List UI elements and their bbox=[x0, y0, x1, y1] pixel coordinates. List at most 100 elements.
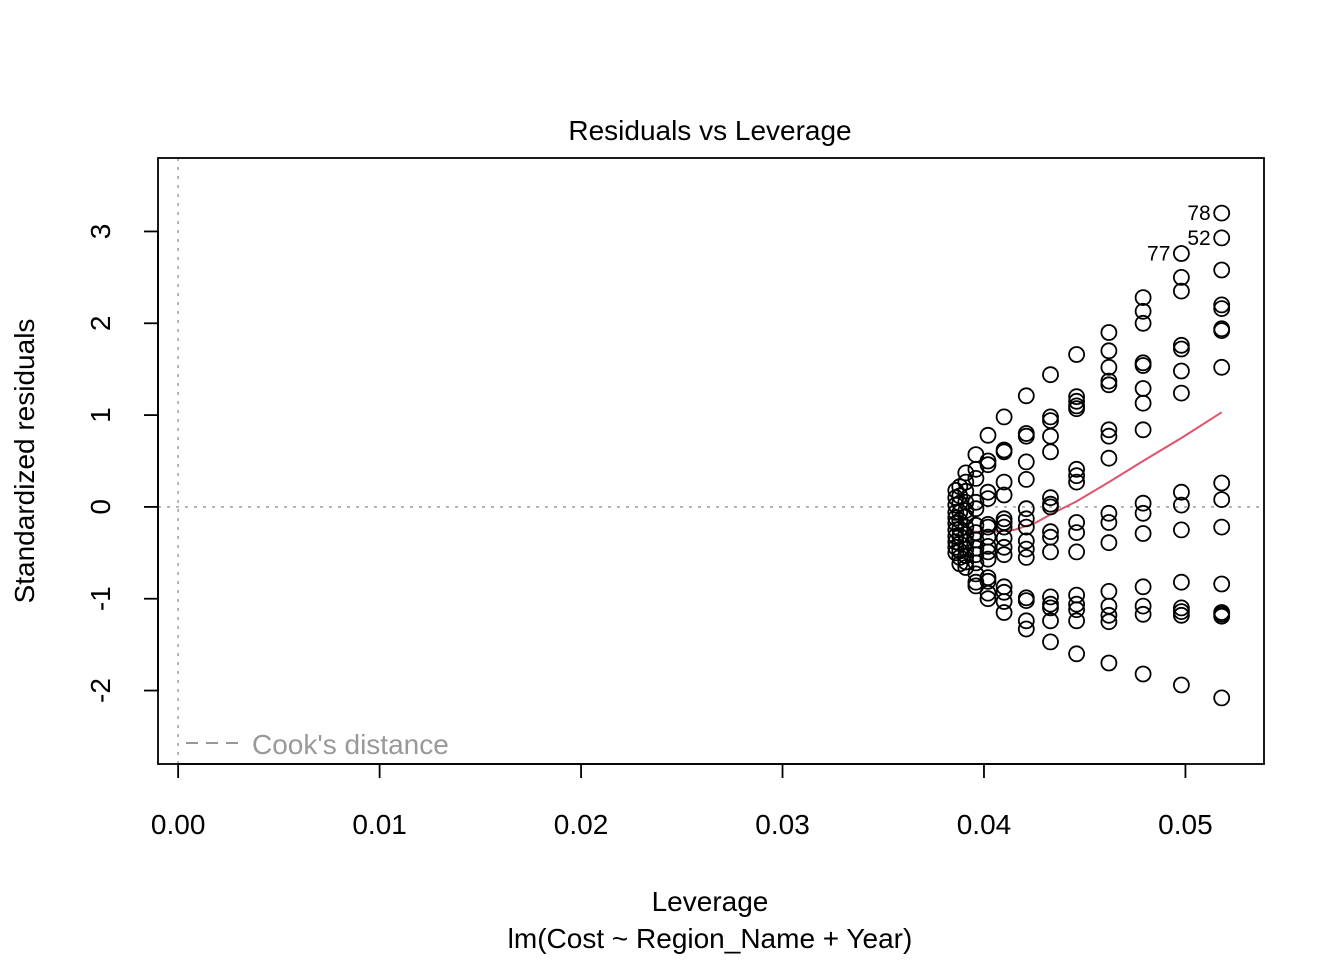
data-point bbox=[1213, 689, 1231, 707]
y-axis: -2 -1 0 1 2 3 bbox=[85, 224, 159, 703]
data-point bbox=[947, 527, 965, 545]
point-label-52: 52 bbox=[1187, 227, 1210, 250]
data-point bbox=[979, 550, 997, 568]
data-point bbox=[979, 456, 997, 474]
data-point bbox=[1017, 387, 1035, 405]
y-tick-label: -2 bbox=[85, 678, 116, 703]
x-axis-title: Leverage bbox=[652, 886, 769, 917]
data-point bbox=[1042, 543, 1059, 561]
data-point bbox=[1042, 523, 1059, 541]
data-point bbox=[1100, 654, 1118, 672]
x-tick-label: 0.01 bbox=[352, 809, 407, 840]
data-point bbox=[1068, 601, 1085, 619]
data-point bbox=[1173, 340, 1190, 358]
reference-lines bbox=[158, 158, 1264, 764]
data-point bbox=[1017, 540, 1035, 558]
data-point bbox=[1068, 392, 1085, 410]
data-point bbox=[1134, 525, 1152, 542]
x-tick-label: 0.02 bbox=[554, 809, 609, 840]
data-point bbox=[1068, 460, 1085, 478]
data-point bbox=[1134, 357, 1152, 374]
legend: Cook's distance bbox=[186, 729, 449, 760]
data-point bbox=[1068, 524, 1085, 541]
data-point bbox=[1017, 510, 1035, 528]
data-point bbox=[1173, 573, 1190, 591]
data-point bbox=[979, 543, 997, 561]
data-point bbox=[1100, 534, 1118, 552]
data-point bbox=[1173, 245, 1190, 262]
data-point bbox=[947, 504, 965, 521]
data-point bbox=[967, 460, 985, 478]
data-point bbox=[1017, 427, 1035, 445]
data-point bbox=[1100, 358, 1118, 376]
data-point bbox=[1068, 645, 1085, 663]
data-point bbox=[1173, 676, 1190, 694]
data-point bbox=[995, 538, 1013, 556]
data-point bbox=[1213, 575, 1231, 593]
data-point bbox=[1134, 314, 1152, 332]
data-point bbox=[947, 509, 965, 527]
data-point bbox=[947, 538, 965, 556]
data-point bbox=[1213, 204, 1231, 222]
y-tick-label: 1 bbox=[85, 407, 116, 423]
data-point bbox=[1042, 588, 1059, 606]
data-point bbox=[1017, 549, 1035, 566]
data-point bbox=[957, 464, 975, 482]
x-tick-label: 0.00 bbox=[151, 809, 206, 840]
data-point bbox=[1042, 633, 1059, 651]
x-axis: 0.00 0.01 0.02 0.03 0.04 0.05 bbox=[151, 763, 1213, 840]
data-point bbox=[967, 577, 985, 595]
data-point bbox=[1100, 421, 1118, 439]
legend-label: Cook's distance bbox=[252, 729, 449, 760]
data-point bbox=[1213, 474, 1231, 492]
point-label-77: 77 bbox=[1147, 243, 1170, 266]
data-point bbox=[979, 572, 997, 590]
data-point bbox=[979, 483, 997, 501]
data-point bbox=[947, 521, 965, 539]
data-point bbox=[1213, 300, 1231, 318]
data-point bbox=[951, 549, 969, 566]
data-point bbox=[1017, 470, 1035, 488]
data-point bbox=[1017, 612, 1035, 630]
data-point bbox=[995, 529, 1013, 547]
data-point bbox=[1068, 612, 1085, 630]
x-tick-label: 0.05 bbox=[1158, 809, 1213, 840]
data-point bbox=[1100, 427, 1118, 445]
data-point bbox=[995, 583, 1013, 601]
data-point bbox=[1017, 592, 1035, 609]
data-point bbox=[1173, 483, 1190, 501]
data-point bbox=[1042, 612, 1059, 630]
data-point bbox=[1134, 597, 1152, 615]
y-tick-label: -1 bbox=[85, 586, 116, 611]
y-axis-title: Standardized residuals bbox=[9, 319, 40, 604]
data-point bbox=[1017, 500, 1035, 518]
x-axis-subtitle: lm(Cost ~ Region_Name + Year) bbox=[508, 923, 913, 954]
points-group bbox=[947, 204, 1231, 707]
data-point bbox=[995, 486, 1013, 504]
data-point bbox=[995, 473, 1013, 491]
x-tick-label: 0.04 bbox=[957, 809, 1012, 840]
data-point bbox=[951, 478, 969, 496]
data-point bbox=[1134, 605, 1152, 623]
data-point bbox=[1042, 599, 1059, 617]
chart-title: Residuals vs Leverage bbox=[568, 115, 851, 146]
data-point bbox=[1173, 362, 1190, 380]
data-point bbox=[1068, 400, 1085, 418]
data-point bbox=[1042, 443, 1059, 461]
data-point bbox=[1134, 494, 1152, 512]
data-point bbox=[995, 443, 1013, 461]
data-point bbox=[995, 408, 1013, 426]
y-tick-label: 3 bbox=[85, 224, 116, 240]
data-point bbox=[1017, 620, 1035, 638]
data-point bbox=[947, 515, 965, 532]
data-point bbox=[1042, 498, 1059, 516]
data-point bbox=[1100, 504, 1118, 522]
data-point bbox=[951, 555, 969, 573]
data-point bbox=[1042, 366, 1059, 384]
data-point bbox=[1134, 578, 1152, 596]
point-label-78: 78 bbox=[1187, 202, 1210, 225]
data-point bbox=[1134, 302, 1152, 320]
data-point bbox=[1017, 518, 1035, 536]
data-point bbox=[1213, 607, 1231, 625]
